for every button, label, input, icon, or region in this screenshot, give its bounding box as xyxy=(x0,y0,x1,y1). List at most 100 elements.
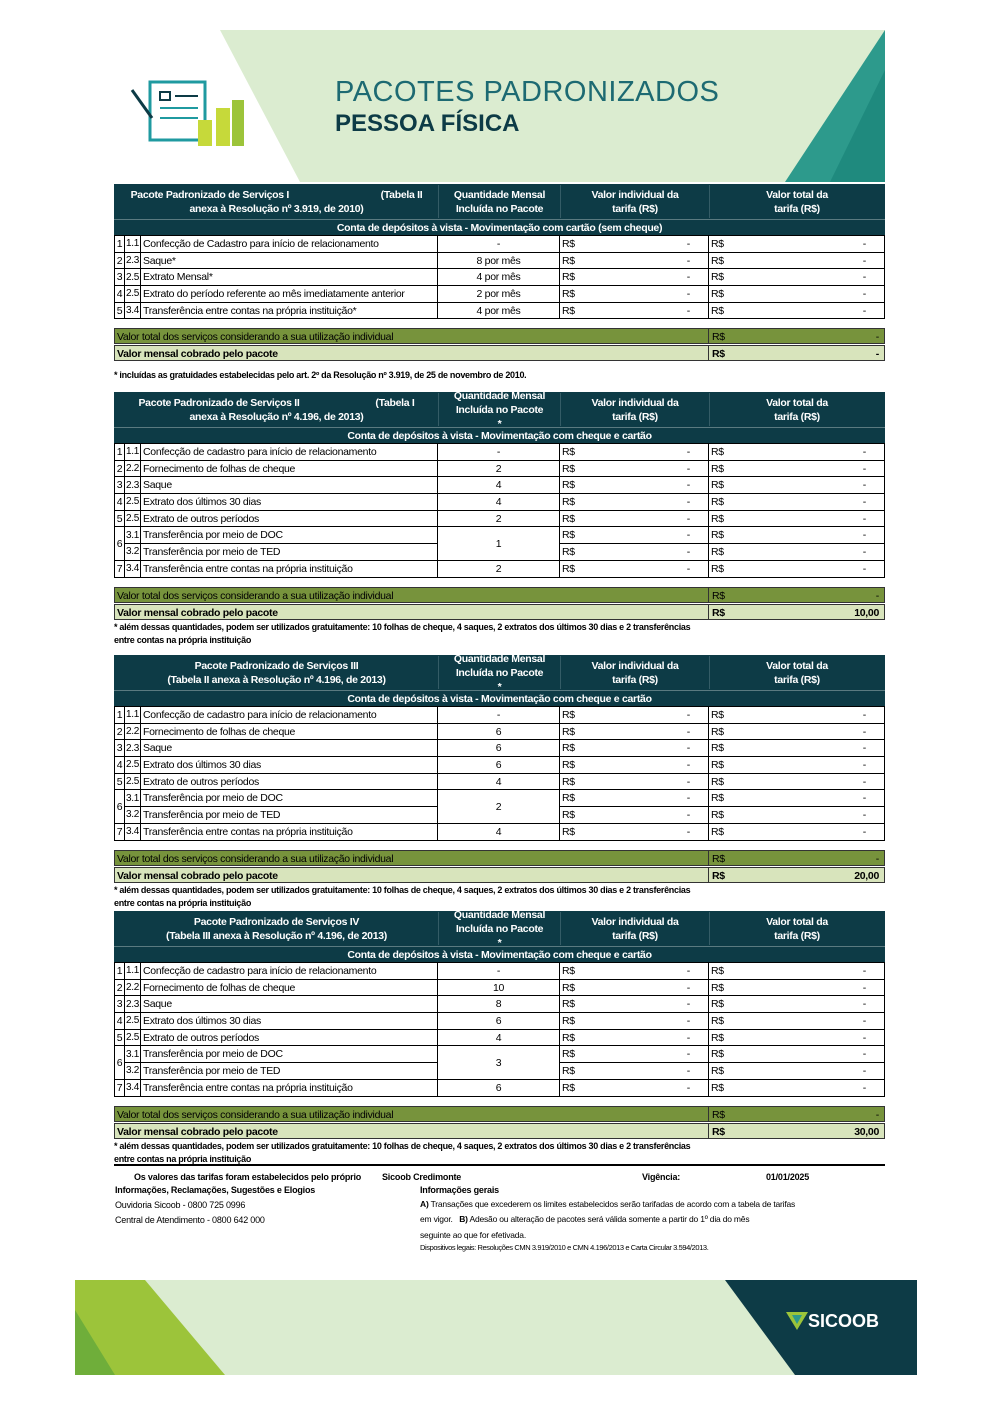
service-code: 2.2.1 xyxy=(124,978,141,997)
monthly-quantity: - xyxy=(437,962,560,980)
currency: R$ xyxy=(711,287,724,300)
table-row: 1 1.1 Confecção de cadastro para início de… xyxy=(114,443,885,461)
monthly-quantity: 2 xyxy=(437,459,560,478)
currency: R$ xyxy=(562,981,575,994)
currency: R$ xyxy=(562,254,575,267)
value: - xyxy=(686,445,691,458)
info-b-text: Adesão ou alteração de pacotes será váli… xyxy=(469,1214,750,1224)
service-code: 1.1 xyxy=(124,962,141,980)
row-number: 7 xyxy=(114,822,125,841)
value: - xyxy=(686,825,691,838)
value: - xyxy=(686,271,691,284)
footnote-line: * além dessas quantidades, podem ser uti… xyxy=(114,1140,691,1151)
value: - xyxy=(862,512,867,525)
footnote-line: entre contas na própria instituição xyxy=(114,634,252,645)
service-code: 2.5.2 xyxy=(124,772,141,791)
services-table: 1 1.1 Confecção de Cadastro para início de… xyxy=(114,235,885,320)
individual-value: R$ - xyxy=(562,238,706,250)
value: - xyxy=(862,479,867,492)
table-row: 22.2.1Fornecimento de folhas de cheque2R… xyxy=(114,459,885,478)
footnote: * além dessas quantidades, podem ser uti… xyxy=(114,1140,885,1166)
currency: R$ xyxy=(711,708,724,721)
monthly-quantity: 1 xyxy=(437,526,560,561)
total-value: R$ - xyxy=(711,742,882,754)
package-title-line: Pacote Padronizado de Serviços I (Tabela… xyxy=(130,188,423,201)
package-title: Pacote Padronizado de Serviços I (Tabela… xyxy=(115,185,438,218)
total-value: R$ - xyxy=(711,1048,882,1060)
table-row: 1 1.1 Confecção de cadastro para início de… xyxy=(114,962,885,980)
currency: R$ xyxy=(562,1031,575,1044)
value: - xyxy=(862,1031,867,1044)
monthly-quantity: 6 xyxy=(437,722,560,741)
entity-name: Sicoob Credimonte xyxy=(382,1172,462,1182)
value: - xyxy=(862,529,867,542)
service-code: 3.4 xyxy=(124,301,141,320)
row-number: 4 xyxy=(114,493,125,511)
service-description: Confecção de cadastro para início de rel… xyxy=(140,962,438,980)
central-phone: Central de Atendimento - 0800 642 000 xyxy=(115,1215,265,1225)
footnote-line: * além dessas quantidades, podem ser uti… xyxy=(114,884,691,895)
package-charge-row: Valor mensal cobrado pelo pacote R$ 20,00 xyxy=(114,866,885,883)
currency: R$ xyxy=(711,825,724,838)
value: - xyxy=(686,495,691,508)
table-row: 32.3.1Saque4R$-R$- xyxy=(114,476,885,495)
total-value: R$ - xyxy=(711,998,882,1010)
row-number: 5 xyxy=(114,301,125,320)
package-title-line: Pacote Padronizado de Serviços III xyxy=(194,659,359,672)
document-chart-icon xyxy=(130,80,244,146)
package-title-line: (Tabela III anexa à Resolução nº 4.196, … xyxy=(166,929,387,942)
total-value: R$ - xyxy=(711,288,882,300)
total-services-row: Valor total dos serviços considerando a … xyxy=(114,328,885,345)
total-value: R$ - xyxy=(711,982,882,994)
table-row: 32.3.1Saque6R$-R$- xyxy=(114,739,885,758)
row-number: 6 xyxy=(114,789,125,824)
value: - xyxy=(862,1081,867,1094)
currency: R$ xyxy=(711,512,724,525)
value: - xyxy=(862,545,867,558)
value: - xyxy=(862,808,867,821)
info-a-label: A) xyxy=(420,1199,429,1209)
currency: R$ xyxy=(711,462,724,475)
table-row: 6 3.1 Transferência por meio de DOC 2 R$ - R$ - xyxy=(114,789,885,824)
value: - xyxy=(686,775,691,788)
service-description: Fornecimento de folhas de cheque xyxy=(140,722,438,741)
currency: R$ xyxy=(562,1064,575,1077)
service-code: 2.2.1 xyxy=(124,722,141,741)
value: - xyxy=(862,708,867,721)
value: - xyxy=(862,775,867,788)
package-table-4: Pacote Padronizado de Serviços IV (Tabela… xyxy=(114,909,885,1166)
table-header: Pacote Padronizado de Serviços IV (Tabela… xyxy=(114,909,885,949)
service-code: 2.5.1 xyxy=(124,268,141,287)
monthly-quantity: 4 xyxy=(437,476,560,495)
divider xyxy=(114,1164,885,1166)
currency: R$ xyxy=(562,445,575,458)
individual-value: R$ - xyxy=(562,709,706,721)
currency: R$ xyxy=(562,562,575,575)
value: - xyxy=(686,742,691,755)
individual-value: R$ - xyxy=(562,496,706,508)
value: - xyxy=(686,512,691,525)
currency: R$ xyxy=(562,792,575,805)
info-a-text-cont: em vigor. xyxy=(420,1214,453,1224)
value: - xyxy=(686,237,691,250)
individual-value: R$ - xyxy=(562,776,706,788)
service-code: 1.1 xyxy=(124,235,141,253)
service-description: Extrato de outros períodos xyxy=(140,509,438,528)
currency: R$ xyxy=(712,331,725,344)
table-row: 1 1.1 Confecção de Cadastro para início de… xyxy=(114,235,885,253)
monthly-quantity: 4 xyxy=(437,772,560,791)
total-value: R$ - xyxy=(711,792,882,804)
package-charge-label: Valor mensal cobrado pelo pacote xyxy=(115,346,709,361)
total-services-value: - xyxy=(875,331,880,344)
package-title-line: (Tabela II anexa à Resolução nº 4.196, d… xyxy=(167,673,386,686)
table-row: 6 3.1 Transferência por meio de DOC 3 R$ - R$ - xyxy=(114,1045,885,1080)
total-services-row: Valor total dos serviços considerando a … xyxy=(114,1105,885,1122)
currency: R$ xyxy=(562,271,575,284)
section-title: Conta de depósitos à vista - Movimentaçã… xyxy=(114,946,885,962)
monthly-quantity: - xyxy=(437,235,560,253)
col-header-individual: Valor individual da tarifa (R$) xyxy=(560,185,709,218)
value: - xyxy=(862,1014,867,1027)
